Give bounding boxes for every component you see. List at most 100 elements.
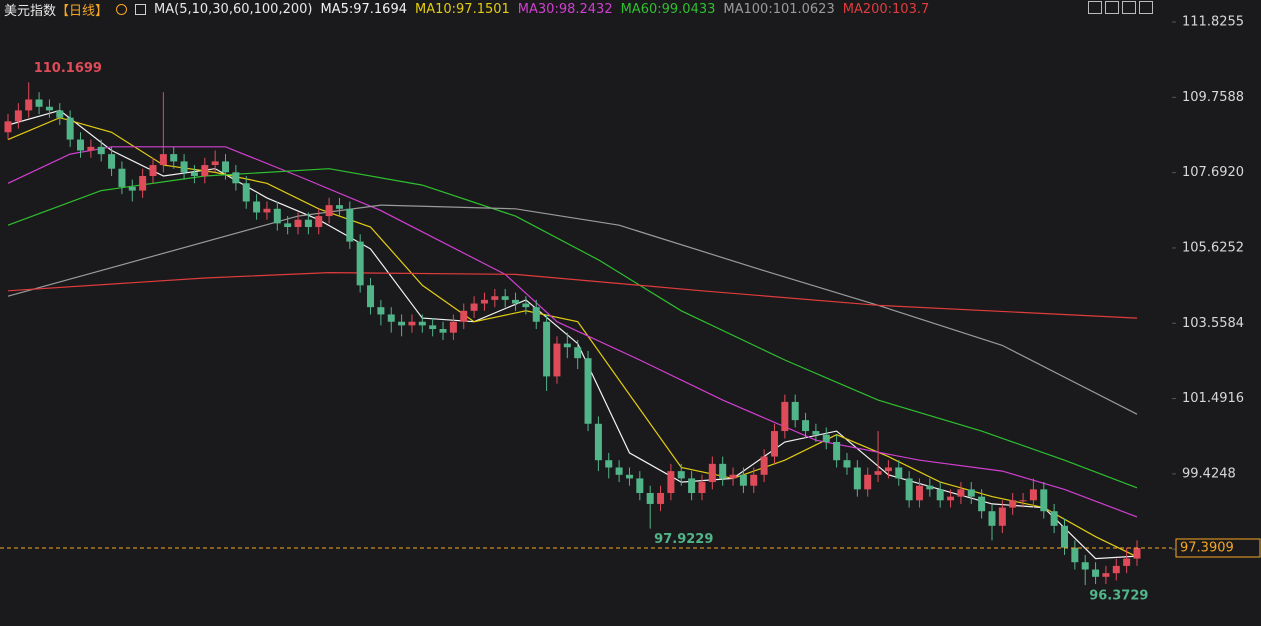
legend-entry[interactable]: MA60:99.0433 <box>620 1 716 17</box>
candle-body <box>833 441 841 461</box>
candle-body <box>1050 511 1058 526</box>
candle-body <box>180 161 188 173</box>
y-tick-label: 105.6252 <box>1182 240 1244 255</box>
tool-button[interactable] <box>1105 1 1119 14</box>
candle-body <box>926 485 934 490</box>
candle-body <box>1081 562 1089 570</box>
candle-body <box>356 241 364 286</box>
legend-entry[interactable]: MA30:98.2432 <box>517 1 613 17</box>
candle-body <box>791 401 799 421</box>
y-tick-label: 111.8255 <box>1182 15 1244 30</box>
candle-body <box>719 463 727 479</box>
period-label[interactable]: 【日线】 <box>56 3 109 19</box>
candle-body <box>418 321 426 326</box>
candle-body <box>677 471 685 479</box>
candle-body <box>201 165 209 176</box>
y-tick-label: 103.5584 <box>1182 316 1244 331</box>
candle-body <box>1133 547 1141 559</box>
candle-body <box>739 474 747 486</box>
ma-line <box>7 204 1138 415</box>
candle-body <box>636 478 644 494</box>
ma-line <box>7 271 1138 319</box>
candle-body <box>56 110 64 118</box>
legend-entry[interactable]: MA5:97.1694 <box>320 1 407 17</box>
candle-body <box>35 99 43 107</box>
last-price-label: 97.3909 <box>1180 540 1234 555</box>
candle-body <box>646 493 654 504</box>
candle-body <box>708 463 716 483</box>
ma-line <box>7 146 1138 518</box>
candle-body <box>584 358 592 424</box>
candle-body <box>1019 500 1027 502</box>
candle-body <box>14 110 22 122</box>
candle-body <box>729 474 737 479</box>
legend-entry[interactable]: MA10:97.1501 <box>415 1 510 17</box>
candle-body <box>242 183 250 202</box>
candle-body <box>87 146 95 151</box>
candle-body <box>159 154 167 166</box>
candle-body <box>387 314 395 322</box>
candle-body <box>294 219 302 228</box>
low-annotation: 96.3729 <box>1089 589 1148 604</box>
candle-body <box>625 474 633 479</box>
ma-line <box>7 117 1138 558</box>
candle-body <box>4 121 12 133</box>
candle-body <box>936 489 944 501</box>
candle-body <box>905 478 913 501</box>
candle-body <box>1060 525 1068 548</box>
candle-body <box>512 299 520 304</box>
candle-body <box>915 485 923 501</box>
candle-body <box>139 175 147 191</box>
settings-icon[interactable] <box>116 3 128 15</box>
candle-body <box>45 106 53 111</box>
candle-body <box>812 431 820 435</box>
y-tick-label: 99.4248 <box>1182 466 1236 481</box>
candle-body <box>449 321 457 333</box>
legend-entry[interactable]: MA100:101.0623 <box>723 1 835 17</box>
candle-body <box>1112 565 1120 574</box>
candle-body <box>97 146 105 155</box>
last-price-box <box>1175 538 1261 558</box>
tool-button[interactable] <box>1139 1 1153 14</box>
candle-body <box>170 154 178 162</box>
candle-body <box>781 401 789 432</box>
candle-body <box>232 172 240 184</box>
y-tick-label: 109.7588 <box>1182 90 1244 105</box>
candle-body <box>947 496 955 501</box>
candle-body <box>108 154 116 169</box>
indicator-label[interactable]: MA(5,10,30,60,100,200) <box>154 1 313 17</box>
indicator-icon[interactable] <box>135 3 147 15</box>
candle-body <box>967 489 975 497</box>
candle-body <box>367 285 375 308</box>
candle-body <box>211 161 219 166</box>
tool-button[interactable] <box>1088 1 1102 14</box>
candle-body <box>553 343 561 377</box>
candle-body <box>325 205 333 217</box>
candle-body <box>532 307 540 322</box>
candle-body <box>346 208 354 242</box>
candle-body <box>874 471 882 475</box>
candle-body <box>667 471 675 494</box>
candle-body <box>802 420 810 432</box>
candle-body <box>884 467 892 472</box>
candle-body <box>760 456 768 475</box>
candle-body <box>66 117 74 140</box>
candle-body <box>822 434 830 442</box>
candle-body <box>253 201 261 213</box>
candle-body <box>853 467 861 490</box>
candle-body <box>750 474 758 486</box>
candle-body <box>605 460 613 468</box>
candle-body <box>998 507 1006 526</box>
candle-body <box>1123 558 1131 566</box>
candle-body <box>864 474 872 490</box>
candle-body <box>118 168 126 187</box>
candle-body <box>491 296 499 300</box>
tool-button[interactable] <box>1122 1 1136 14</box>
legend-entry[interactable]: MA200:103.7 <box>842 1 930 17</box>
candle-body <box>1029 489 1037 501</box>
candle-body <box>657 493 665 504</box>
candle-body <box>1040 489 1048 512</box>
candle-body <box>501 296 509 300</box>
candle-body <box>957 489 965 497</box>
